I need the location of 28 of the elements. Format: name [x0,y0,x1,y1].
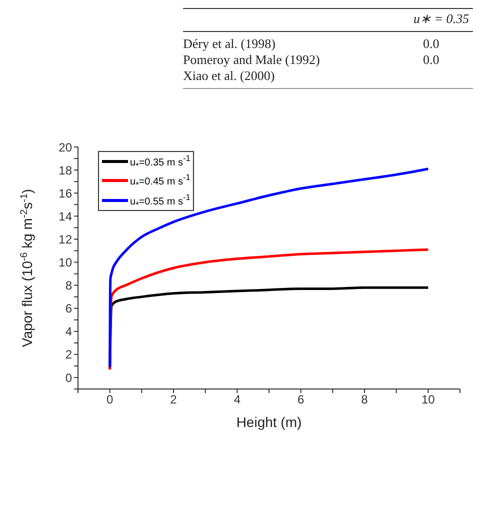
x-tick-label: 10 [421,392,436,407]
y-tick-label: 12 [58,232,72,246]
y-tick-label: 20 [58,140,72,154]
text: 0.0 [423,36,440,52]
y-tick-label: 6 [65,302,72,316]
x-tick-label: 2 [170,392,178,407]
text: u∗ = 0.35 [412,11,470,27]
y-tick-label: 18 [58,163,72,178]
y-tick-label: 16 [58,186,72,200]
y-tick-label: 14 [58,209,72,224]
y-tick-label: 4 [65,324,72,339]
x-tick-label: 4 [234,392,241,407]
x-axis-title: Height (m) [236,414,302,430]
line-series [108,168,430,368]
text: 0.0 [423,52,440,68]
legend-label: u$_{*}$=0.45 m s$^{-1}$ [130,171,190,191]
legend-label: u$_{*}$=0.35 m s$^{-1}$ [130,152,190,172]
x-tick-label: 6 [297,392,304,407]
x-tick-label: 0 [106,392,114,407]
text: Pomeroy and Male (1992) [183,52,321,68]
y-tick-label: 0 [65,370,72,385]
y-tick-label: 8 [65,278,72,293]
y-tick-label: 2 [65,348,72,362]
x-tick-label: 8 [361,392,368,407]
y-tick-label: 10 [58,256,72,270]
legend-label: u$_{*}$=0.55 m s$^{-1}$ [130,190,190,210]
text: Déry et al. (1998) [183,36,276,52]
text: Xiao et al. (2000) [183,68,276,84]
